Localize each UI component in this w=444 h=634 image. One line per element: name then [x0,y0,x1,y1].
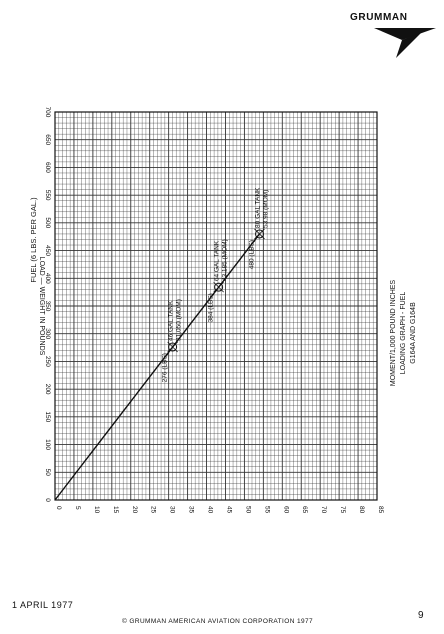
moment-tick-label: 30 [169,506,176,514]
load-tick-label: 700 [44,107,51,118]
moment-tick-label: 85 [377,506,384,514]
moment-tick-label: 5 [74,506,81,510]
moment-tick-label: 75 [339,506,346,514]
tank-moment-label: 31,050 (MOM) [176,299,183,341]
load-tick-label: 50 [44,469,51,477]
load-tick-label: 0 [44,498,51,502]
moment-tick-label: 10 [93,506,100,514]
moment-tick-label: 65 [301,506,308,514]
moment-tick-label: 45 [225,506,232,514]
load-tick-label: 550 [44,190,51,201]
grumman-logo-icon [374,28,436,58]
moment-tick-label: 55 [263,506,270,514]
load-tick-label: 300 [44,328,51,339]
load-tick-label: 350 [44,301,51,312]
chart-caption-line: G164A AND G164B [410,302,417,364]
tank-marker-cross [167,341,178,353]
tank-capacity-label: 80 GAL TANK [254,187,261,228]
tank-capacity-label: 46 GAL TANK [168,300,175,341]
page-number: 9 [418,610,424,621]
moment-tick-label: 80 [358,506,365,514]
copyright-notice: © GRUMMAN AMERICAN AVIATION CORPORATION … [122,618,314,625]
tank-marker [214,282,224,292]
tank-marker-cross [213,281,224,293]
tank-weight-label: 276 (LBS) [162,353,169,382]
chart-caption-line: LOADING GRAPH - FUEL [400,292,407,375]
tank-marker [168,342,178,352]
tank-moment-label: 53.98 (MOM) [262,190,269,228]
moment-tick-label: 15 [112,506,119,514]
moment-tick-label: 70 [320,506,327,514]
tank-weight-label: 384 (LBS) [208,293,215,322]
load-tick-label: 150 [44,411,51,422]
moment-tick-label: 20 [131,506,138,514]
load-tick-label: 600 [44,162,51,173]
chart-caption-line: MOMENT/1,000 POUND INCHES [390,280,397,387]
load-tick-label: 650 [44,134,51,145]
load-axis-title: LOAD — WEIGHT IN POUNDS [38,257,45,356]
revision-date: 1 APRIL 1977 [12,600,74,610]
moment-tick-label: 0 [55,506,62,510]
load-tick-label: 200 [44,384,51,395]
moment-tick-label: 50 [244,506,251,514]
plot-border [54,111,378,501]
chart-title: FUEL (6 LBS. PER GAL.) [29,197,38,283]
tank-marker-cross [254,228,265,240]
tank-marker [254,229,264,239]
load-tick-label: 500 [44,217,51,228]
load-tick-label: 450 [44,245,51,256]
tank-moment-label: 43,185 (MOM) [222,239,229,281]
moment-tick-label: 35 [188,506,195,514]
moment-tick-label: 25 [150,506,157,514]
fuel-moment-line [54,233,261,501]
load-tick-label: 250 [44,356,51,367]
moment-tick-label: 40 [207,506,214,514]
tank-capacity-label: 64 GAL TANK [214,240,221,281]
load-tick-label: 400 [44,273,51,284]
moment-tick-label: 60 [282,506,289,514]
tank-weight-label: 480 (LBS) [248,240,255,269]
brand-name: GRUMMAN [350,12,408,23]
load-tick-label: 100 [44,439,51,450]
